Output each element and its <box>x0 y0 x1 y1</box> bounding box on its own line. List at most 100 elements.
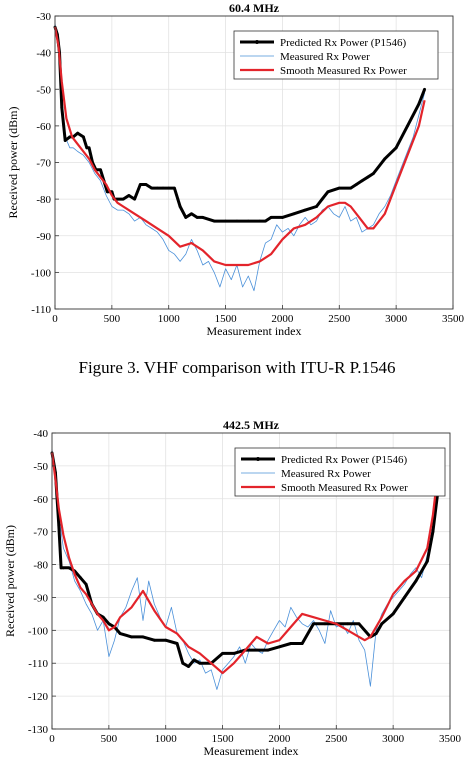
data-point-predicted <box>155 186 159 190</box>
data-point-predicted <box>281 216 284 219</box>
data-point-predicted <box>369 635 372 639</box>
x-tick-label: 3500 <box>439 733 462 745</box>
legend-marker <box>256 457 260 461</box>
data-point-predicted <box>190 212 193 216</box>
series-line-2 <box>51 449 439 690</box>
legend-marker <box>255 40 259 44</box>
data-point-predicted <box>184 216 188 219</box>
data-point-predicted <box>437 484 441 488</box>
y-tick-label: -40 <box>36 48 51 60</box>
y-tick-label: -70 <box>33 527 48 539</box>
x-tick-label: 2500 <box>328 313 351 325</box>
y-tick-label: -80 <box>36 194 51 206</box>
x-tick-label: 0 <box>49 733 55 745</box>
data-point-predicted <box>130 635 134 639</box>
data-point-predicted <box>289 642 293 645</box>
y-tick-label: -50 <box>33 461 48 473</box>
data-point-predicted <box>372 172 375 175</box>
x-tick-label: 3000 <box>382 733 405 745</box>
x-axis-label: Measurement index <box>204 744 299 758</box>
x-tick-label: 2500 <box>325 733 348 745</box>
series-line-2 <box>54 23 425 292</box>
data-point-predicted <box>176 197 180 201</box>
data-point-predicted <box>383 157 387 161</box>
data-point-predicted <box>195 216 199 219</box>
data-point-predicted <box>76 131 80 135</box>
data-point-predicted <box>221 651 224 655</box>
data-point-predicted <box>161 186 165 190</box>
data-point-predicted <box>113 625 116 629</box>
x-tick-label: 500 <box>104 313 121 325</box>
data-point-predicted <box>82 135 85 139</box>
data-point-predicted <box>79 576 82 580</box>
data-point-predicted <box>167 186 171 190</box>
data-point-predicted <box>150 186 154 190</box>
data-point-predicted <box>90 602 94 606</box>
data-point-predicted <box>425 559 429 563</box>
data-point-predicted <box>181 661 185 665</box>
data-point-predicted <box>346 622 350 626</box>
data-point-predicted <box>175 642 179 645</box>
data-point-predicted <box>360 179 364 183</box>
data-point-predicted <box>187 665 190 668</box>
data-point-predicted <box>269 216 273 219</box>
data-point-predicted <box>326 190 330 194</box>
legend-entry: Smooth Measured Rx Power <box>281 482 408 494</box>
y-tick-label: -90 <box>36 231 51 243</box>
data-point-predicted <box>141 635 145 639</box>
data-point-predicted <box>349 186 353 190</box>
data-point-predicted <box>414 579 418 583</box>
data-point-predicted <box>121 197 125 201</box>
data-point-predicted <box>417 102 421 106</box>
chart-60-4-mhz: 0 500 1000 1500 2000 2500 3000 3500 -30 -40 -50 -60… <box>6 1 465 338</box>
data-point-predicted <box>246 219 250 223</box>
data-point-predicted <box>99 168 102 172</box>
y-tick-label: -120 <box>28 691 49 703</box>
series-line-3 <box>50 452 440 675</box>
data-point-predicted <box>255 648 259 652</box>
data-point-predicted <box>406 124 409 128</box>
data-point-predicted <box>107 622 111 626</box>
data-point-predicted <box>85 146 89 150</box>
legend-entry: Measured Rx Power <box>280 51 370 63</box>
data-point-predicted <box>354 183 358 186</box>
chart-title: 442.5 MHz <box>223 418 280 432</box>
y-tick-label: -100 <box>31 267 52 279</box>
data-point-predicted <box>152 638 156 642</box>
data-point-predicted <box>312 622 315 626</box>
data-point-predicted <box>68 135 72 139</box>
data-point-predicted <box>87 146 91 150</box>
x-tick-label: 3000 <box>385 313 408 325</box>
data-point-predicted <box>292 212 296 216</box>
data-point-predicted <box>101 615 105 619</box>
data-point-predicted <box>144 183 148 186</box>
data-point-predicted <box>201 216 205 219</box>
x-tick-label: 1500 <box>212 733 235 745</box>
data-point-predicted <box>357 622 361 626</box>
data-point-predicted <box>391 612 395 616</box>
data-point-predicted <box>57 523 61 527</box>
x-axis-label: Measurement index <box>207 324 302 338</box>
data-point-predicted <box>133 197 137 201</box>
y-tick-label: -80 <box>33 560 48 572</box>
figure-caption: Figure 3. VHF comparison with ITU-R P.15… <box>78 358 396 377</box>
data-point-predicted <box>263 219 267 223</box>
data-point-predicted <box>59 566 63 570</box>
data-point-predicted <box>54 471 57 474</box>
data-point-predicted <box>334 622 338 626</box>
data-point-predicted <box>394 146 398 150</box>
y-tick-label: -50 <box>36 84 51 96</box>
data-point-predicted <box>232 651 236 655</box>
data-point-predicted <box>315 205 318 208</box>
data-point-predicted <box>320 197 324 201</box>
data-point-predicted <box>198 661 202 665</box>
chart-title: 60.4 MHz <box>229 1 280 15</box>
data-point-predicted <box>63 139 67 142</box>
plot-frame <box>51 432 451 730</box>
data-point-predicted <box>84 582 88 586</box>
data-point-predicted <box>380 622 384 626</box>
data-point-predicted <box>61 566 65 570</box>
x-tick-label: 1500 <box>215 313 238 325</box>
data-point-predicted <box>266 648 270 652</box>
